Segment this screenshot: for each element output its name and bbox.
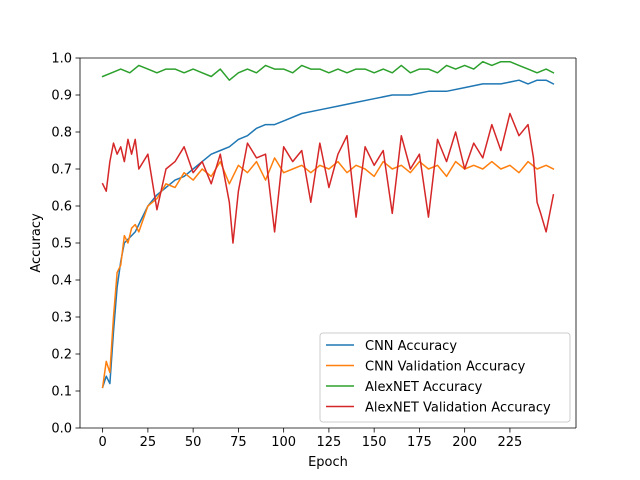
y-tick-label: 0.5 bbox=[51, 237, 72, 252]
y-tick-label: 0.0 bbox=[51, 422, 72, 437]
y-tick-label: 0.6 bbox=[51, 200, 72, 215]
x-tick-label: 75 bbox=[230, 435, 247, 450]
y-tick-label: 0.7 bbox=[51, 163, 72, 178]
legend: CNN Accuracy CNN Validation Accuracy AlexN… bbox=[319, 332, 571, 423]
legend-entry-label: CNN Accuracy bbox=[365, 339, 457, 354]
x-tick-label: 200 bbox=[452, 435, 477, 450]
series-layer bbox=[101, 60, 555, 389]
series-line-cnn-validation-accuracy bbox=[101, 157, 555, 389]
y-axis-label: Accuracy bbox=[29, 213, 44, 273]
x-tick-label: 125 bbox=[316, 435, 341, 450]
y-tick-label: 0.1 bbox=[51, 385, 72, 400]
series-line-alexnet-validation-accuracy bbox=[101, 112, 555, 244]
legend-entry-label: AlexNET Accuracy bbox=[365, 380, 483, 395]
legend-box bbox=[319, 332, 571, 423]
x-tick-label: 150 bbox=[362, 435, 387, 450]
x-tick-label: 100 bbox=[271, 435, 296, 450]
y-tick-label: 0.4 bbox=[51, 274, 72, 289]
axes-layer: 0 25 50 75 100 125 150 175 200 225 0.0 0.1 0.2 0.3 0.4… bbox=[29, 52, 577, 470]
y-tick-label: 0.2 bbox=[51, 348, 72, 363]
legend-entry-label: CNN Validation Accuracy bbox=[365, 360, 526, 375]
legend-entry-label: AlexNET Validation Accuracy bbox=[365, 401, 551, 416]
series-line-alexnet-accuracy bbox=[101, 60, 555, 81]
series-group bbox=[101, 60, 555, 389]
x-tick-label: 25 bbox=[140, 435, 157, 450]
x-tick-label: 225 bbox=[498, 435, 523, 450]
y-tick-label: 0.3 bbox=[51, 311, 72, 326]
y-tick-label: 0.8 bbox=[51, 126, 72, 141]
y-tick-label: 0.9 bbox=[51, 89, 72, 104]
x-tick-label: 175 bbox=[407, 435, 432, 450]
x-axis-label: Epoch bbox=[308, 455, 348, 470]
x-tick-label: 50 bbox=[185, 435, 202, 450]
x-tick-label: 0 bbox=[98, 435, 106, 450]
y-tick-label: 1.0 bbox=[51, 52, 72, 67]
